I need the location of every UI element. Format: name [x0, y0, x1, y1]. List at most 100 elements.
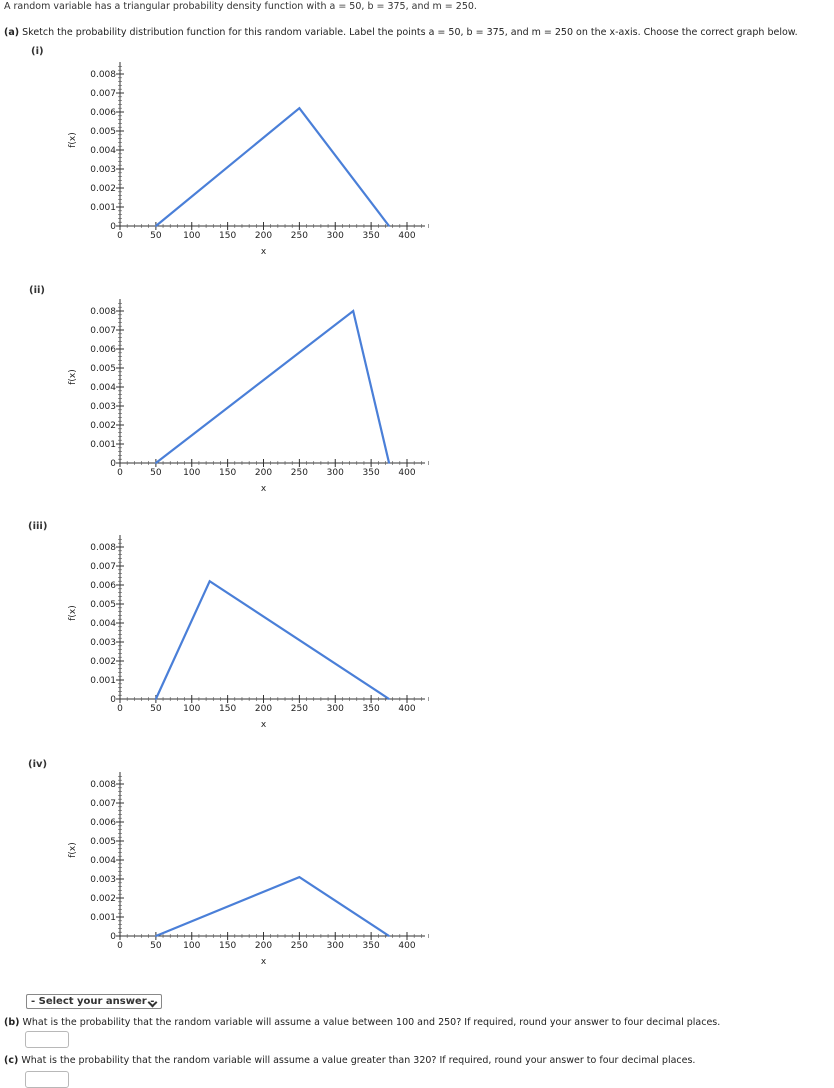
- pdf-vertex-point: [155, 225, 157, 227]
- part-a-text: Sketch the probability distribution func…: [22, 27, 798, 38]
- x-tick-label: 150: [219, 704, 236, 714]
- x-tick-label: 300: [327, 231, 344, 241]
- x-tick-label: 400: [398, 704, 415, 714]
- option-iv-graph: 0 0.001 0.002 0.003 0.004 0.005 0.006 0.007 0.00…: [60, 758, 440, 968]
- y-tick-label: 0.001: [90, 676, 116, 686]
- y-tick-label: 0.002: [90, 184, 116, 194]
- pdf-series-line: [155, 309, 391, 464]
- x-tick-label: 100: [183, 941, 200, 951]
- x-tick-label: 250: [291, 468, 308, 478]
- pdf-vertex-point: [298, 876, 301, 878]
- x-tick-label: 200: [255, 704, 272, 714]
- pdf-vertex-point: [388, 935, 390, 937]
- option-i-label: (i): [31, 46, 44, 57]
- x-tick-label: 50: [150, 704, 162, 714]
- chart-svg: 0 0.001 0.002 0.003 0.004 0.005 0.006 0.007 0.00…: [68, 299, 429, 494]
- graph-answer-select[interactable]: - Select your answer -: [26, 994, 162, 1009]
- y-tick-label: 0.003: [90, 402, 116, 412]
- y-tick-label: 0.003: [90, 875, 116, 885]
- chart-svg: 0 0.001 0.002 0.003 0.004 0.005 0.006 0.007 0.00…: [68, 535, 429, 730]
- x-tick-label: 300: [327, 468, 344, 478]
- y-tick-label: 0.005: [90, 127, 116, 137]
- y-tick-label: 0.007: [90, 89, 116, 99]
- part-a-question: (a) Sketch the probability distribution …: [4, 27, 798, 38]
- option-iii-graph: 0 0.001 0.002 0.003 0.004 0.005 0.006 0.007 0.00…: [60, 521, 440, 731]
- x-tick-label: 200: [255, 468, 272, 478]
- y-tick-label: 0.008: [90, 780, 116, 790]
- pdf-vertex-point: [155, 462, 157, 464]
- pdf-series-line: [155, 106, 390, 227]
- y-tick-label: 0: [110, 459, 116, 469]
- x-tick-label: 150: [219, 941, 236, 951]
- y-tick-label: 0.005: [90, 600, 116, 610]
- x-tick-label: 350: [363, 468, 380, 478]
- x-axis-label: x: [261, 247, 267, 257]
- y-tick-label: 0.003: [90, 638, 116, 648]
- option-i-graph: 0 0.001 0.002 0.003 0.004 0.005 0.006 0.007 0.00…: [60, 48, 440, 258]
- y-tick-label: 0.007: [90, 326, 116, 336]
- x-tick-label: 250: [291, 231, 308, 241]
- x-tick-label: 350: [363, 231, 380, 241]
- y-tick-label: 0.006: [90, 108, 116, 118]
- y-axis-label: f(x): [68, 842, 78, 858]
- x-tick-label: 200: [255, 941, 272, 951]
- chart-svg: 0 0.001 0.002 0.003 0.004 0.005 0.006 0.007 0.00…: [68, 62, 429, 257]
- part-b-tag: (b): [4, 1017, 20, 1028]
- chart-svg: 0 0.001 0.002 0.003 0.004 0.005 0.006 0.007 0.00…: [68, 772, 429, 967]
- y-tick-label: 0.002: [90, 657, 116, 667]
- x-tick-label: 400: [398, 468, 415, 478]
- y-tick-label: 0.008: [90, 543, 116, 553]
- pdf-series-line: [154, 579, 390, 700]
- x-tick-label: 100: [183, 704, 200, 714]
- option-iii-label: (iii): [28, 521, 48, 532]
- x-tick-label: 0: [117, 704, 123, 714]
- option-iv-label: (iv): [28, 759, 48, 770]
- x-tick-label: 250: [291, 704, 308, 714]
- x-tick-label: 50: [150, 231, 162, 241]
- part-b-answer-input[interactable]: [25, 1031, 69, 1048]
- pdf-vertex-point: [388, 225, 390, 227]
- y-tick-label: 0.002: [90, 421, 116, 431]
- y-tick-label: 0: [110, 695, 116, 705]
- x-tick-label: 100: [183, 468, 200, 478]
- part-c-question: (c) What is the probability that the ran…: [4, 1055, 695, 1066]
- x-tick-label: 0: [117, 231, 123, 241]
- pdf-vertex-point: [155, 698, 157, 700]
- part-c-answer-input[interactable]: [25, 1071, 69, 1088]
- part-c-tag: (c): [4, 1055, 19, 1066]
- y-tick-label: 0.007: [90, 799, 116, 809]
- x-tick-label: 0: [117, 468, 123, 478]
- part-c-text: What is the probability that the random …: [21, 1055, 696, 1066]
- y-tick-label: 0.005: [90, 364, 116, 374]
- y-tick-label: 0.006: [90, 818, 116, 828]
- option-ii-graph: 0 0.001 0.002 0.003 0.004 0.005 0.006 0.007 0.00…: [60, 285, 440, 495]
- part-b-question: (b) What is the probability that the ran…: [4, 1017, 720, 1028]
- part-b-text: What is the probability that the random …: [22, 1017, 721, 1028]
- x-tick-label: 350: [363, 704, 380, 714]
- y-axis-label: f(x): [68, 132, 78, 148]
- x-tick-label: 50: [150, 941, 162, 951]
- option-ii-label: (ii): [29, 285, 45, 296]
- y-tick-label: 0.004: [90, 146, 116, 156]
- pdf-vertex-point: [298, 107, 301, 109]
- x-tick-label: 0: [117, 941, 123, 951]
- x-tick-label: 400: [398, 941, 415, 951]
- pdf-vertex-point: [208, 580, 211, 582]
- x-tick-label: 300: [327, 704, 344, 714]
- x-axis-label: x: [261, 957, 267, 967]
- pdf-vertex-point: [388, 698, 390, 700]
- pdf-vertex-point: [352, 310, 354, 312]
- x-tick-label: 50: [150, 468, 162, 478]
- y-tick-label: 0.006: [90, 345, 116, 355]
- part-a-tag: (a): [4, 27, 20, 38]
- y-tick-label: 0.008: [90, 307, 116, 317]
- x-tick-label: 100: [183, 231, 200, 241]
- pdf-vertex-point: [388, 462, 390, 464]
- y-tick-label: 0.008: [90, 70, 116, 80]
- select-value: - Select your answer -: [31, 996, 155, 1007]
- y-tick-label: 0.001: [90, 440, 116, 450]
- y-tick-label: 0.007: [90, 562, 116, 572]
- y-axis-label: f(x): [68, 605, 78, 621]
- x-tick-label: 200: [255, 231, 272, 241]
- pdf-series-line: [155, 875, 390, 938]
